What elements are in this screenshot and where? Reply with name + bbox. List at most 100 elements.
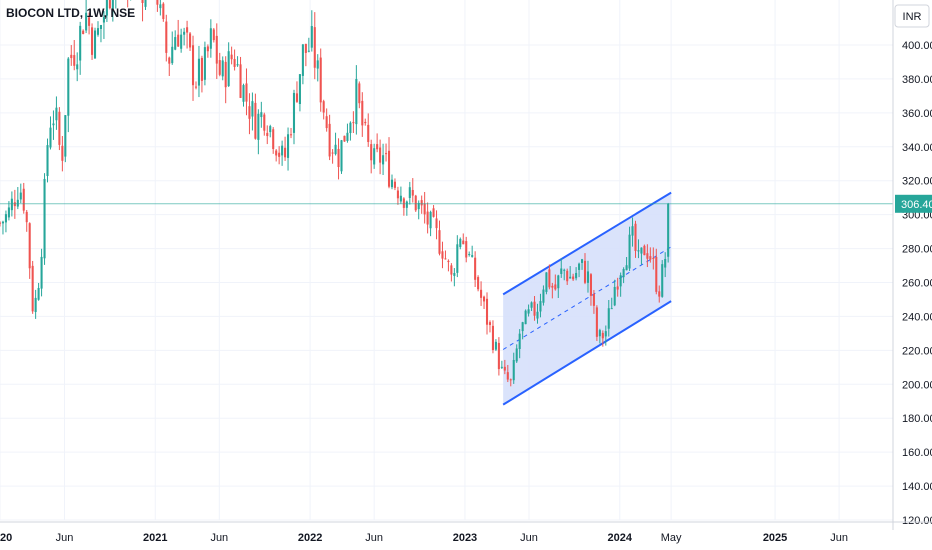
candle[interactable] [465, 236, 468, 263]
candle[interactable] [583, 253, 587, 285]
candle[interactable] [316, 54, 319, 82]
candle[interactable] [272, 127, 275, 154]
candle[interactable] [569, 266, 572, 279]
candle[interactable] [358, 81, 361, 109]
candle[interactable] [292, 89, 296, 145]
candle[interactable] [661, 260, 664, 298]
candle[interactable] [447, 259, 450, 272]
candle[interactable] [46, 138, 49, 183]
candle[interactable] [183, 27, 186, 46]
candle[interactable] [637, 239, 640, 259]
candle[interactable] [278, 146, 281, 165]
candle[interactable] [144, 0, 147, 10]
candle[interactable] [494, 339, 497, 352]
candle[interactable] [393, 178, 396, 191]
candle[interactable] [379, 139, 382, 175]
candle[interactable] [385, 143, 388, 162]
candle[interactable] [575, 267, 578, 281]
candle[interactable] [257, 109, 260, 155]
candle[interactable] [49, 116, 52, 150]
candle[interactable] [382, 143, 385, 176]
candle[interactable] [655, 248, 658, 295]
candle[interactable] [194, 81, 198, 90]
candle[interactable] [19, 183, 22, 204]
candle[interactable] [96, 21, 100, 37]
candle[interactable] [545, 272, 548, 295]
candle[interactable] [99, 24, 103, 43]
candle[interactable] [245, 68, 248, 116]
candle[interactable] [174, 30, 177, 51]
candle[interactable] [411, 178, 414, 203]
candle[interactable] [658, 285, 661, 303]
candle[interactable] [105, 0, 108, 23]
candle[interactable] [521, 321, 524, 340]
candle[interactable] [331, 149, 334, 164]
candle[interactable] [405, 200, 408, 216]
candle[interactable] [191, 35, 195, 101]
candle[interactable] [370, 139, 373, 174]
time-axis[interactable]: 2020 Jun 2021 Jun 2022 Jun 2023 Jun 2024 May 2025 J… [0, 521, 932, 544]
candle[interactable] [76, 52, 79, 82]
candle[interactable] [402, 197, 405, 216]
candle[interactable] [631, 217, 634, 247]
candle[interactable] [298, 74, 301, 112]
candle[interactable] [607, 300, 610, 337]
candle[interactable] [197, 45, 201, 98]
candle[interactable] [589, 273, 592, 306]
candle[interactable] [248, 93, 251, 135]
candle[interactable] [613, 279, 616, 307]
candle[interactable] [52, 110, 55, 140]
candle[interactable] [328, 114, 331, 161]
candle[interactable] [200, 55, 203, 93]
candle[interactable] [625, 257, 628, 271]
candle[interactable] [530, 301, 533, 311]
candle[interactable] [295, 81, 298, 103]
candle[interactable] [275, 149, 278, 162]
candle[interactable] [408, 181, 411, 205]
candle[interactable] [31, 260, 34, 314]
candle[interactable] [652, 247, 655, 270]
candle[interactable] [221, 56, 224, 81]
candle[interactable] [551, 282, 554, 299]
candle[interactable] [566, 268, 569, 285]
candle[interactable] [426, 202, 429, 234]
candle[interactable] [346, 123, 349, 143]
candle[interactable] [25, 209, 28, 232]
candle[interactable] [159, 0, 162, 16]
candle[interactable] [16, 187, 19, 210]
currency-badge[interactable]: INR [894, 4, 930, 28]
candle[interactable] [287, 127, 290, 171]
candle[interactable] [212, 27, 215, 43]
candle[interactable] [542, 285, 545, 306]
candle[interactable] [325, 108, 328, 132]
candle[interactable] [251, 92, 254, 131]
candle[interactable] [156, 0, 159, 12]
candle[interactable] [111, 0, 114, 22]
candle[interactable] [480, 281, 483, 306]
candle[interactable] [319, 48, 322, 112]
candle[interactable] [667, 202, 670, 263]
candle[interactable] [595, 305, 598, 341]
candle[interactable] [0, 221, 2, 227]
candle[interactable] [367, 113, 370, 147]
candle[interactable] [491, 320, 494, 354]
candle[interactable] [500, 360, 503, 370]
candle[interactable] [572, 273, 575, 281]
candle[interactable] [619, 272, 622, 297]
candle[interactable] [7, 201, 10, 221]
candle[interactable] [233, 49, 236, 71]
candle[interactable] [509, 378, 512, 387]
candle[interactable] [55, 96, 58, 130]
candle[interactable] [373, 143, 376, 169]
candle[interactable] [162, 2, 165, 22]
candle[interactable] [399, 186, 402, 204]
candle[interactable] [34, 289, 37, 319]
candle[interactable] [322, 99, 325, 120]
candle[interactable] [254, 93, 257, 140]
candle[interactable] [102, 11, 105, 39]
candle[interactable] [180, 28, 183, 53]
candle[interactable] [61, 135, 64, 172]
candle[interactable] [22, 182, 25, 214]
candle[interactable] [64, 115, 67, 163]
candle[interactable] [563, 268, 566, 281]
